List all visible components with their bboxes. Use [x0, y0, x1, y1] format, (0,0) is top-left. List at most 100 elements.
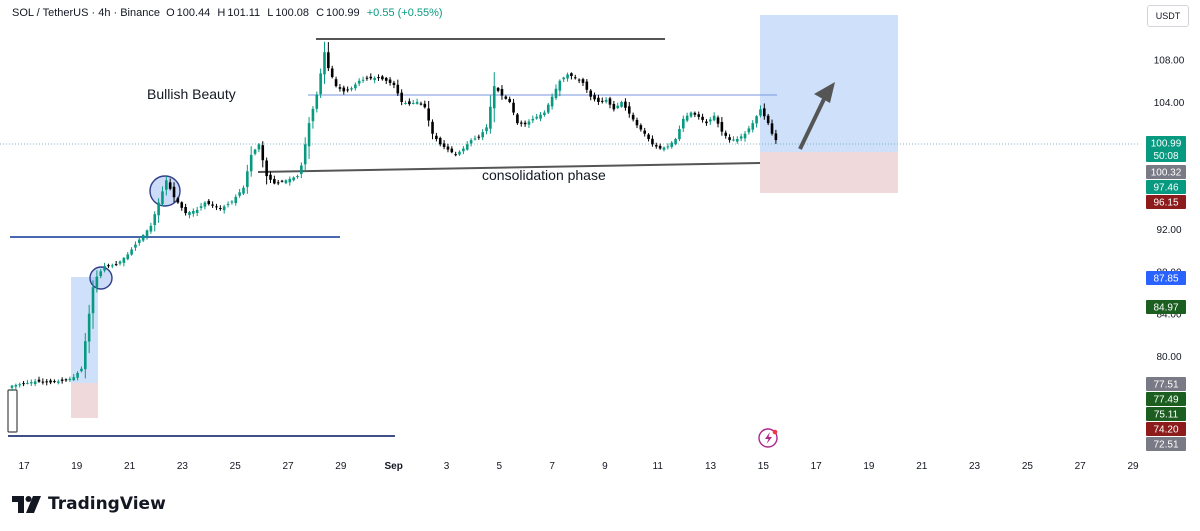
candle	[288, 176, 292, 186]
price-label-value: 96.15	[1153, 198, 1178, 209]
currency-button[interactable]: USDT	[1147, 5, 1189, 27]
candle	[600, 97, 604, 104]
close-label: C	[316, 7, 325, 19]
candle	[705, 119, 708, 126]
x-axis[interactable]: 17 19 21 23 25 27 29 Sep 3 5 7 9 11 13 15 17 19 21 23 25 27 2…	[18, 461, 1139, 472]
low-label: L	[267, 7, 274, 19]
candle	[296, 174, 299, 179]
candle	[276, 179, 280, 186]
candle	[554, 84, 558, 100]
price-label-value: 87.85	[1153, 274, 1178, 285]
candle	[226, 201, 230, 208]
candle	[450, 146, 454, 154]
candle	[577, 78, 581, 84]
x-tick-label: 9	[602, 461, 608, 472]
candle	[442, 140, 446, 150]
candle	[612, 100, 616, 112]
symbol-title[interactable]: SOL / TetherUS · 4h · Binance	[12, 7, 160, 19]
candle	[396, 79, 400, 96]
support-trend-line	[257, 162, 761, 173]
candle	[84, 333, 87, 379]
candle	[138, 236, 141, 246]
candle	[489, 95, 492, 134]
candle	[589, 88, 592, 101]
candle	[172, 182, 176, 203]
candle	[95, 270, 99, 293]
candle	[597, 94, 600, 105]
price-label-value: 72.51	[1153, 440, 1178, 451]
y-tick-label: 104.00	[1154, 98, 1185, 109]
x-tick-label: 3	[444, 461, 450, 472]
selection-box	[7, 389, 18, 433]
price-label-value: 84.97	[1153, 303, 1178, 314]
candle	[323, 41, 326, 84]
candle	[666, 143, 670, 150]
candle	[315, 91, 319, 113]
high-label: H	[217, 7, 226, 19]
x-tick-label: 23	[969, 461, 981, 472]
chart-drawings	[7, 38, 835, 437]
candle	[743, 131, 747, 142]
position-zones	[71, 15, 898, 418]
candle	[327, 42, 330, 72]
candle	[199, 202, 203, 211]
candle	[485, 124, 488, 135]
candle	[531, 115, 535, 124]
replay-icon[interactable]	[758, 428, 778, 448]
candle	[49, 378, 52, 385]
price-label: 75.11	[1146, 407, 1186, 421]
candle	[33, 378, 37, 387]
candle	[103, 262, 106, 273]
candle	[388, 77, 392, 86]
candle	[454, 151, 457, 157]
highlight-circle	[149, 175, 181, 207]
candle	[755, 115, 758, 128]
candle	[273, 175, 276, 185]
candle	[381, 75, 384, 81]
candle	[419, 101, 423, 106]
y-tick-label: 108.00	[1154, 56, 1185, 67]
candle	[539, 111, 542, 122]
candle	[477, 134, 481, 140]
candle	[261, 141, 265, 168]
candle	[303, 137, 307, 172]
candle	[423, 100, 427, 109]
candle	[647, 133, 650, 142]
candle	[76, 371, 79, 381]
candle	[215, 203, 218, 211]
candle	[118, 260, 122, 266]
candle	[246, 164, 249, 194]
candle	[527, 119, 531, 129]
candle	[774, 129, 778, 144]
candle	[763, 103, 766, 120]
candle	[689, 111, 693, 118]
brand[interactable]: TradingView	[12, 494, 166, 514]
candle	[593, 92, 596, 102]
y-tick-label: 80.00	[1156, 352, 1181, 363]
candle	[728, 134, 731, 143]
price-label: 97.46	[1146, 180, 1186, 194]
candle	[300, 162, 303, 179]
x-tick-label: 25	[230, 461, 242, 472]
price-label: 74.20	[1146, 422, 1186, 436]
candle	[716, 115, 720, 128]
candle	[739, 133, 743, 142]
candle	[346, 86, 349, 93]
chart-annotation: Bullish Beauty	[147, 86, 236, 102]
candle	[500, 85, 504, 100]
candle	[651, 135, 654, 147]
candle	[732, 136, 735, 142]
price-label: 72.51	[1146, 437, 1186, 451]
candle	[438, 136, 442, 147]
candle	[693, 111, 697, 118]
candle	[427, 100, 430, 127]
price-label-value: 100.99	[1151, 139, 1182, 150]
candle	[585, 79, 589, 93]
candle	[253, 148, 257, 156]
candle	[384, 76, 388, 85]
stop-zone	[760, 152, 898, 193]
candle	[134, 241, 137, 251]
